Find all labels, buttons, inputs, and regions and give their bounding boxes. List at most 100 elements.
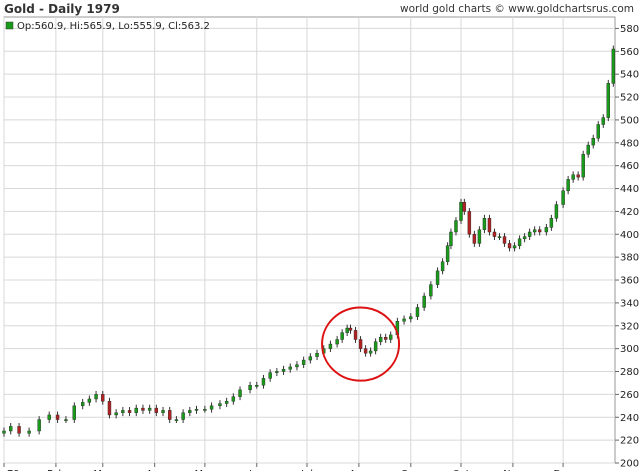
- candle: [611, 45, 616, 87]
- candle-body: [209, 405, 214, 410]
- candle: [295, 361, 299, 371]
- candle: [348, 324, 353, 334]
- candle: [328, 340, 333, 353]
- candle: [462, 198, 467, 215]
- candle: [517, 235, 522, 250]
- candle: [335, 336, 339, 348]
- candle-body: [27, 430, 31, 434]
- candle-body: [383, 337, 388, 340]
- candle: [581, 150, 585, 181]
- candle-body: [596, 124, 600, 139]
- candle-body: [449, 231, 453, 246]
- candle-body: [527, 231, 532, 237]
- candle: [429, 281, 433, 300]
- candle-body: [554, 204, 559, 219]
- candle-body: [591, 138, 595, 146]
- candle-body: [114, 412, 118, 416]
- legend-swatch: [5, 21, 14, 30]
- candle-body: [497, 236, 502, 238]
- candle: [64, 416, 68, 423]
- y-tick-label: 560: [620, 47, 639, 58]
- y-tick-label: 260: [620, 390, 639, 401]
- y-tick-label: 320: [620, 321, 639, 332]
- y-tick-label: 420: [620, 207, 639, 218]
- candle: [224, 397, 229, 407]
- candle: [591, 134, 595, 149]
- candle-body: [231, 396, 236, 402]
- candle: [203, 405, 207, 413]
- y-tick-label: 280: [620, 367, 639, 378]
- candle-body: [134, 407, 138, 413]
- candle: [492, 228, 497, 240]
- candle: [606, 79, 611, 122]
- candle: [378, 333, 383, 346]
- candle: [261, 374, 266, 389]
- candle: [507, 240, 512, 252]
- highlight-circle: [321, 306, 401, 382]
- candle-body: [224, 401, 229, 404]
- candle: [358, 336, 363, 353]
- candle: [107, 397, 112, 419]
- candle-body: [353, 330, 358, 340]
- candle-body: [168, 410, 172, 420]
- x-tick-label: Nov: [503, 469, 523, 471]
- y-tick-label: 400: [620, 230, 639, 241]
- candle-body: [492, 231, 497, 237]
- candle-body: [295, 364, 299, 368]
- candle: [168, 406, 172, 423]
- candle-body: [435, 270, 440, 285]
- candle-body: [532, 229, 537, 233]
- candle-body: [268, 372, 272, 379]
- candle-body: [340, 332, 344, 340]
- candle-body: [507, 243, 512, 249]
- candle-body: [72, 405, 77, 420]
- candle-body: [537, 229, 542, 233]
- y-tick-label: 220: [620, 436, 639, 447]
- candle-body: [308, 356, 313, 361]
- candle-body: [203, 409, 207, 411]
- y-tick-label: 360: [620, 276, 639, 287]
- x-tick-label: Feb: [47, 469, 65, 471]
- candle-body: [64, 419, 68, 421]
- candle: [255, 381, 259, 389]
- candle: [512, 242, 517, 252]
- y-tick-label: 500: [620, 115, 639, 126]
- x-tick-label: Aug: [349, 469, 369, 471]
- candle-body: [17, 426, 21, 434]
- candle: [121, 406, 125, 417]
- candle: [340, 329, 344, 343]
- candle-body: [8, 426, 13, 432]
- candle-body: [544, 227, 549, 233]
- x-tick-label: Apr: [146, 469, 164, 471]
- candle: [248, 381, 252, 394]
- candle: [415, 304, 420, 321]
- candle: [101, 390, 105, 405]
- candle-body: [477, 229, 482, 244]
- candle-body: [141, 407, 145, 411]
- candle-body: [459, 202, 463, 221]
- candle: [209, 402, 214, 413]
- candle-body: [335, 339, 339, 345]
- candle: [17, 422, 21, 437]
- candle-body: [261, 378, 266, 386]
- candle-body: [363, 348, 368, 354]
- candle-body: [255, 385, 259, 387]
- candle: [532, 226, 537, 236]
- candle-body: [275, 371, 279, 373]
- candle: [275, 368, 279, 377]
- candle: [472, 230, 477, 247]
- candle: [308, 353, 313, 364]
- candle: [459, 198, 463, 224]
- candle-body: [378, 337, 383, 342]
- candle-body: [37, 419, 41, 432]
- x-tick-label: Sep: [401, 469, 420, 471]
- candle: [537, 226, 542, 236]
- y-tick-label: 480: [620, 138, 639, 149]
- candle-body: [482, 218, 487, 230]
- candle: [373, 338, 378, 355]
- candle: [596, 121, 600, 142]
- candle: [477, 226, 482, 247]
- candle: [449, 228, 453, 250]
- candle-body: [358, 339, 363, 349]
